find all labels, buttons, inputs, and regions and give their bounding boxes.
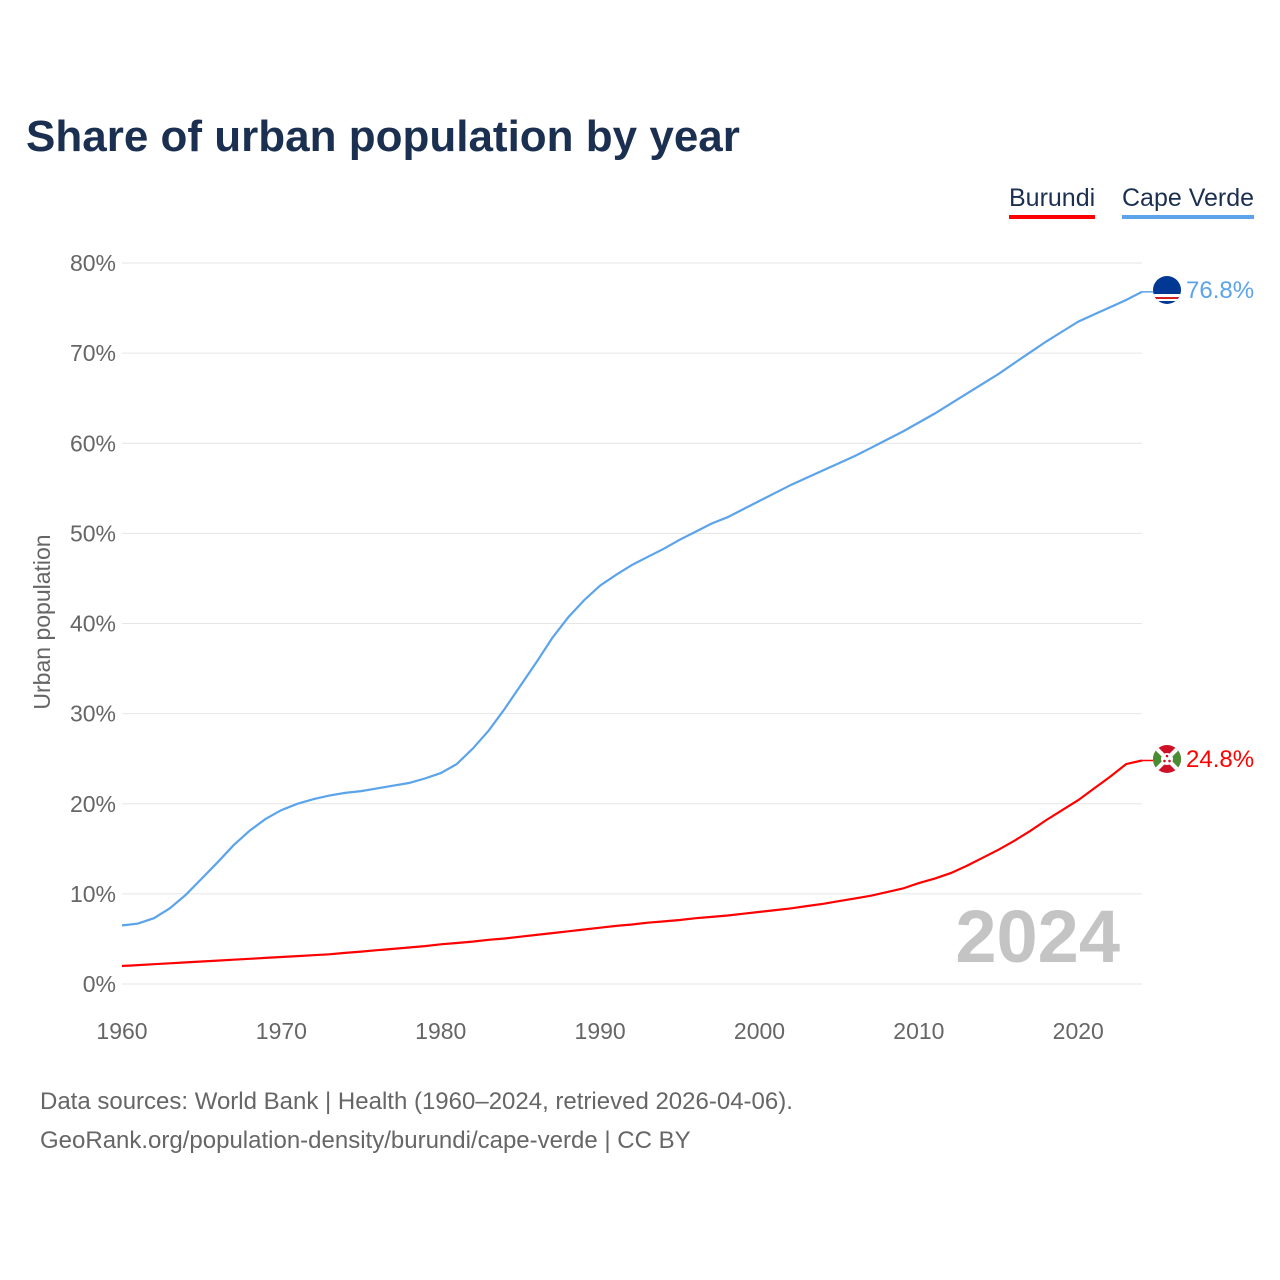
x-tick-label: 1990 bbox=[575, 1018, 626, 1044]
y-tick-label: 40% bbox=[70, 611, 116, 637]
y-tick-label: 80% bbox=[70, 250, 116, 276]
burundi-end-label: 24.8% bbox=[1186, 746, 1254, 773]
series-line-burundi bbox=[121, 759, 1143, 968]
y-tick-label: 60% bbox=[70, 430, 116, 456]
x-tick-label: 1970 bbox=[256, 1018, 307, 1044]
x-tick-label: 1960 bbox=[96, 1018, 147, 1044]
y-tick-label: 20% bbox=[70, 791, 116, 817]
y-axis-label: Urban population bbox=[29, 534, 55, 709]
burundi-flag-icon bbox=[1153, 745, 1181, 773]
x-tick-label: 2020 bbox=[1053, 1018, 1104, 1044]
year-watermark: 2024 bbox=[955, 895, 1120, 978]
x-tick-label: 2010 bbox=[893, 1018, 944, 1044]
x-tick-label: 1980 bbox=[415, 1018, 466, 1044]
legend-cape-verde[interactable]: Cape Verde bbox=[1122, 184, 1255, 219]
x-tick-label: 2000 bbox=[734, 1018, 785, 1044]
y-tick-label: 0% bbox=[83, 971, 116, 997]
y-tick-label: 30% bbox=[70, 701, 116, 727]
source-note: Data sources: World Bank | Health (1960–… bbox=[40, 1088, 793, 1115]
chart-title: Share of urban population by year bbox=[26, 112, 740, 161]
series-line-cape-verde bbox=[121, 290, 1143, 927]
y-tick-label: 70% bbox=[70, 340, 116, 366]
y-tick-label: 50% bbox=[70, 520, 116, 546]
cape-verde-end-label: 76.8% bbox=[1186, 277, 1254, 304]
cape-verde-flag-icon bbox=[1153, 276, 1181, 304]
y-tick-label: 10% bbox=[70, 881, 116, 907]
source-link[interactable]: GeoRank.org/population-density/burundi/c… bbox=[40, 1127, 691, 1154]
legend-burundi[interactable]: Burundi bbox=[1009, 184, 1096, 219]
